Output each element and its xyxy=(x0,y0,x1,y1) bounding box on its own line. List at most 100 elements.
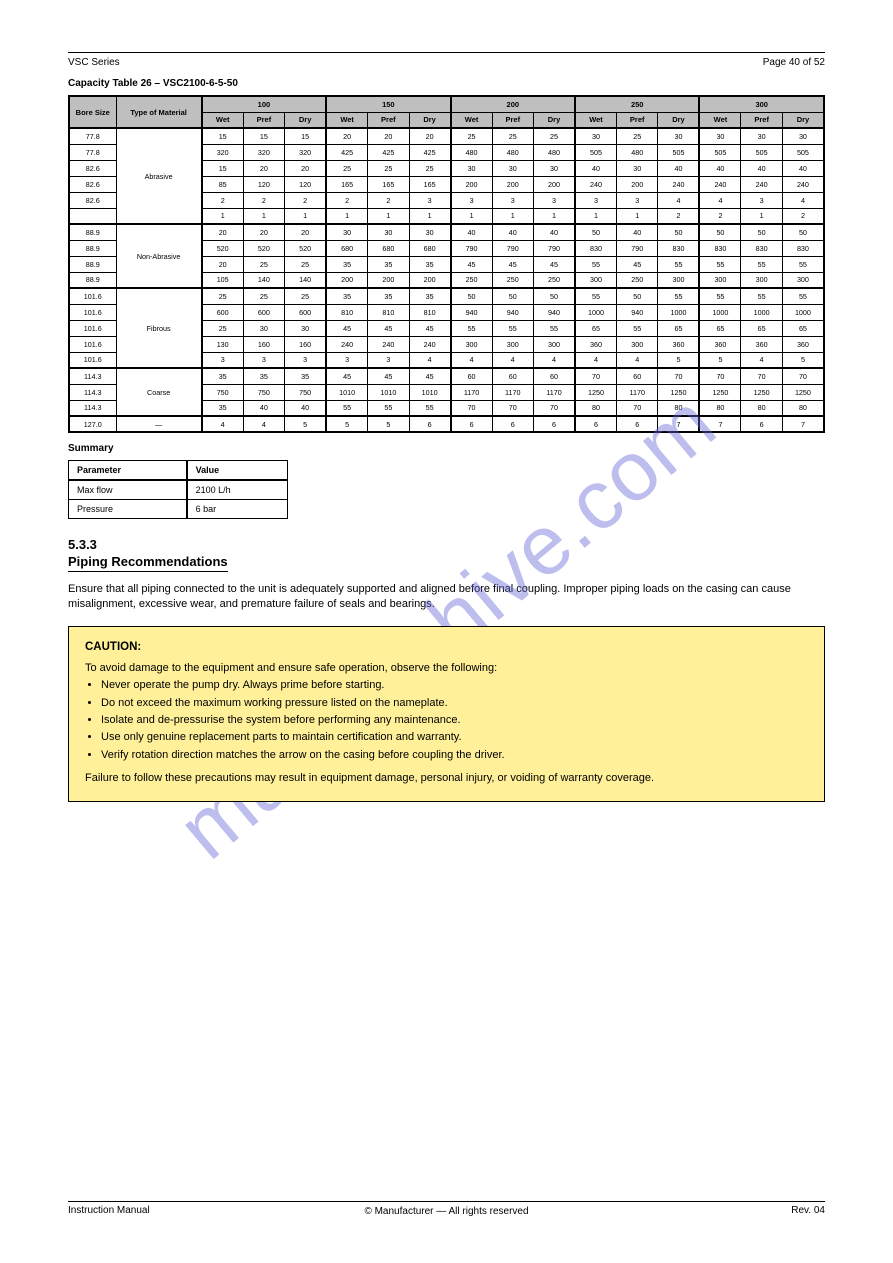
cell: 240 xyxy=(782,176,824,192)
cell: 70 xyxy=(616,400,657,416)
cell: 240 xyxy=(575,176,616,192)
cell: 20 xyxy=(409,128,451,144)
cell: 790 xyxy=(534,240,576,256)
cell: 165 xyxy=(409,176,451,192)
cell: 300 xyxy=(575,272,616,288)
cell: 20 xyxy=(243,160,284,176)
cell: 140 xyxy=(243,272,284,288)
cell: 55 xyxy=(699,256,740,272)
sub-pref: Pref xyxy=(616,112,657,128)
cell: 50 xyxy=(534,288,576,304)
sub-dry: Dry xyxy=(658,112,700,128)
cell: 6 xyxy=(575,416,616,432)
col-head-material: Type of Material xyxy=(116,96,202,128)
cell: 1 xyxy=(575,208,616,224)
cell: 80 xyxy=(741,400,782,416)
cell: 35 xyxy=(409,256,451,272)
col-head-bore: Bore Size xyxy=(69,96,116,128)
cell: 20 xyxy=(285,160,327,176)
footer-right: Rev. 04 xyxy=(791,1205,825,1216)
cell: 25 xyxy=(326,160,367,176)
cell: 300 xyxy=(658,272,700,288)
small-head-1: Value xyxy=(187,461,288,481)
table-row: 114.3Coarse35353545454560606070607070707… xyxy=(69,368,824,384)
cell: 30 xyxy=(534,160,576,176)
cell: 35 xyxy=(326,288,367,304)
cell: 40 xyxy=(741,160,782,176)
cell: 480 xyxy=(451,144,492,160)
cell: 320 xyxy=(202,144,243,160)
col-group-150: 150 xyxy=(326,96,450,112)
cell: 750 xyxy=(202,384,243,400)
cell: 101.6 xyxy=(69,336,116,352)
cell: 140 xyxy=(285,272,327,288)
cell: 3 xyxy=(409,192,451,208)
cell: 55 xyxy=(741,256,782,272)
cell: 300 xyxy=(782,272,824,288)
cell: 55 xyxy=(326,400,367,416)
list-item: Do not exceed the maximum working pressu… xyxy=(101,696,808,711)
cell: 4 xyxy=(782,192,824,208)
capacity-table: Bore Size Type of Material 100 150 200 2… xyxy=(68,95,825,433)
cell: 70 xyxy=(451,400,492,416)
caution-lead: To avoid damage to the equipment and ens… xyxy=(85,661,808,676)
cell: 4 xyxy=(658,192,700,208)
cell: 82.6 xyxy=(69,192,116,208)
cell: 1 xyxy=(243,208,284,224)
cell: 1250 xyxy=(575,384,616,400)
cell: 50 xyxy=(616,288,657,304)
cell: 45 xyxy=(451,256,492,272)
cell: 425 xyxy=(326,144,367,160)
cell: 45 xyxy=(326,320,367,336)
cell: 35 xyxy=(202,400,243,416)
cell: 360 xyxy=(575,336,616,352)
cell: 830 xyxy=(575,240,616,256)
table-row: 127.0 — 4 4 5 5 5 6 6 6 6 6 6 7 7 6 7 xyxy=(69,416,824,432)
cell: 3 xyxy=(326,352,367,368)
cell: 300 xyxy=(616,336,657,352)
cell: 1 xyxy=(616,208,657,224)
cell: 88.9 xyxy=(69,240,116,256)
cell: 4 xyxy=(451,352,492,368)
table-row: Max flow 2100 L/h xyxy=(69,480,288,500)
cell: 30 xyxy=(409,224,451,240)
cell: 1250 xyxy=(741,384,782,400)
cell: 50 xyxy=(699,224,740,240)
cell: 15 xyxy=(202,128,243,144)
sub-wet: Wet xyxy=(451,112,492,128)
cell: 70 xyxy=(741,368,782,384)
cell: 790 xyxy=(492,240,533,256)
cell: 200 xyxy=(534,176,576,192)
cell: 6 xyxy=(409,416,451,432)
cell: 810 xyxy=(409,304,451,320)
page-header: VSC Series Page 40 of 52 xyxy=(68,57,825,68)
cell: 520 xyxy=(202,240,243,256)
cell: 480 xyxy=(492,144,533,160)
cell: 55 xyxy=(575,256,616,272)
sub-dry: Dry xyxy=(409,112,451,128)
cell: 425 xyxy=(368,144,409,160)
cell: 40 xyxy=(782,160,824,176)
cell: 114.3 xyxy=(69,384,116,400)
cell: 82.6 xyxy=(69,160,116,176)
cell: 5 xyxy=(326,416,367,432)
cell: 45 xyxy=(616,256,657,272)
cell: 6 bar xyxy=(187,500,288,519)
cell: 30 xyxy=(575,128,616,144)
cell: 30 xyxy=(285,320,327,336)
cell: 60 xyxy=(534,368,576,384)
cell: 240 xyxy=(368,336,409,352)
cell: 88.9 xyxy=(69,272,116,288)
cell: 7 xyxy=(699,416,740,432)
cell: 30 xyxy=(782,128,824,144)
cell: 88.9 xyxy=(69,256,116,272)
cell: 80 xyxy=(575,400,616,416)
list-item: Verify rotation direction matches the ar… xyxy=(101,748,808,763)
cell: 55 xyxy=(658,256,700,272)
cell: 200 xyxy=(616,176,657,192)
cell: 200 xyxy=(492,176,533,192)
cell: 50 xyxy=(782,224,824,240)
cell: 790 xyxy=(616,240,657,256)
cell: 35 xyxy=(326,256,367,272)
cell: 520 xyxy=(243,240,284,256)
